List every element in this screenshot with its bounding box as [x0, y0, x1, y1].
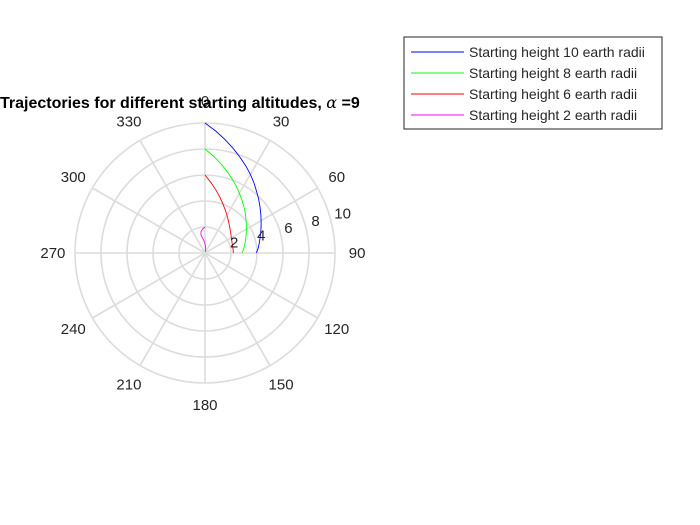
theta-tick-label-120: 120 — [324, 321, 349, 338]
theta-tick-label-150: 150 — [269, 377, 294, 394]
legend-label-1: Starting height 8 earth radii — [469, 65, 637, 81]
theta-tick-label-330: 330 — [116, 113, 141, 130]
angular-grid — [75, 123, 335, 383]
legend-label-3: Starting height 2 earth radii — [469, 107, 637, 123]
legend-label-0: Starting height 10 earth radii — [469, 44, 645, 60]
trajectory-lines — [200, 122, 262, 254]
series-line-0 — [204, 122, 262, 254]
grid-spoke-150 — [204, 252, 271, 366]
legend-label-2: Starting height 6 earth radii — [469, 86, 637, 102]
theta-tick-label-270: 270 — [40, 245, 65, 262]
theta-tick-label-210: 210 — [116, 377, 141, 394]
theta-tick-label-30: 30 — [273, 113, 290, 130]
theta-tick-label-180: 180 — [192, 397, 217, 414]
grid-spoke-330 — [139, 140, 206, 254]
grid-spoke-120 — [204, 252, 318, 319]
series-line-3 — [200, 226, 207, 252]
grid-spoke-30 — [204, 140, 271, 254]
series-line-1 — [204, 148, 247, 254]
grid-spoke-210 — [139, 252, 206, 366]
theta-tick-label-60: 60 — [328, 169, 345, 186]
r-tick-label-4: 4 — [257, 227, 265, 244]
grid-spoke-300 — [92, 187, 206, 254]
theta-tick-label-300: 300 — [61, 169, 86, 186]
r-tick-label-10: 10 — [334, 206, 351, 223]
theta-tick-label-90: 90 — [349, 245, 366, 262]
theta-tick-label-240: 240 — [61, 321, 86, 338]
polar-axes: 0 30 60 90 120 150 180 210 240 270 300 330 2 4 6 8 10 — [40, 93, 365, 414]
chart-title: Trajectories for different starting alti… — [0, 93, 360, 112]
r-tick-label-6: 6 — [284, 220, 292, 237]
r-tick-label-8: 8 — [311, 213, 319, 230]
legend: Starting height 10 earth radii Starting h… — [403, 36, 663, 130]
series-line-2 — [204, 174, 234, 254]
grid-spoke-240 — [92, 252, 206, 319]
theta-tick-label-0: 0 — [201, 93, 209, 110]
r-tick-label-2: 2 — [230, 235, 238, 252]
radius-tick-labels: 2 4 6 8 10 — [230, 206, 351, 252]
